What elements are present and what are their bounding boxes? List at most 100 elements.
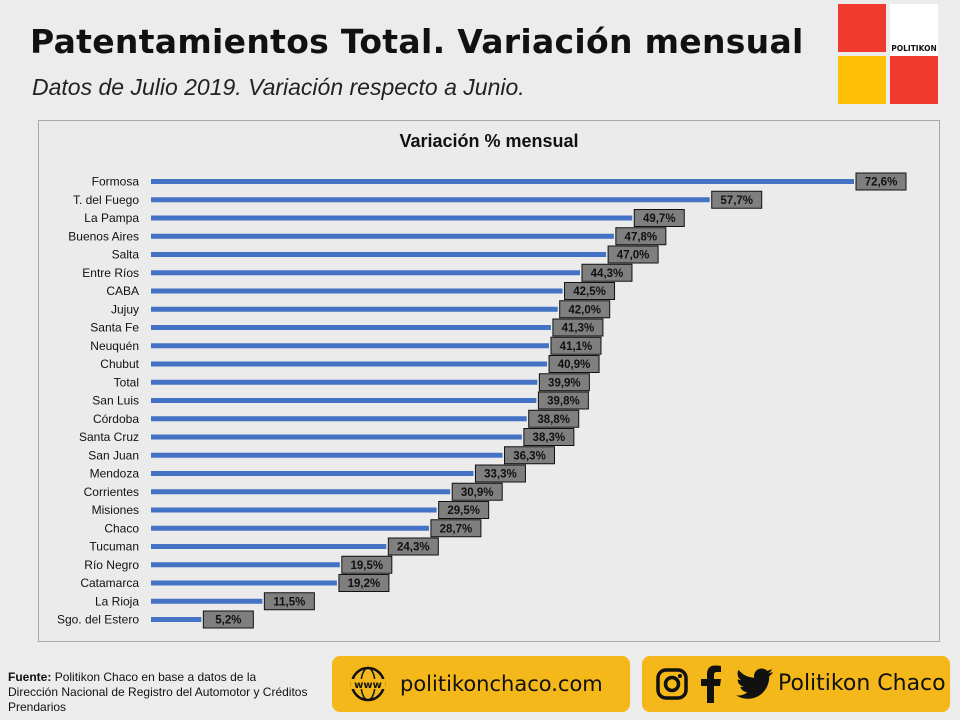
data-label-box: [537, 391, 589, 410]
category-label: Tucuman: [89, 540, 139, 554]
bar-chart: Formosa 72,6% T. del Fuego 57,7% La Pampa 49,…: [57, 172, 907, 629]
category-label: Río Negro: [84, 558, 139, 572]
data-label: 19,5%: [351, 560, 384, 572]
bar: [151, 233, 614, 239]
data-label-box: [430, 519, 482, 538]
social-banner[interactable]: Politikon Chaco: [642, 656, 950, 712]
category-label: Santa Cruz: [79, 430, 139, 444]
data-label-box: [564, 282, 616, 300]
data-label: 38,3%: [533, 432, 566, 444]
category-label: T. del Fuego: [73, 193, 139, 207]
logo-square-red-2: [890, 56, 938, 104]
category-label: Córdoba: [93, 412, 139, 426]
data-label: 29,5%: [447, 505, 480, 517]
data-label: 11,5%: [273, 596, 305, 608]
data-label-box: [528, 409, 580, 428]
category-label: Corrientes: [84, 485, 139, 499]
data-label-box: [438, 501, 490, 519]
data-label-box: [711, 190, 763, 209]
bar: [151, 544, 387, 549]
instagram-icon[interactable]: [656, 668, 688, 700]
data-label: 39,9%: [548, 377, 581, 389]
bar: [151, 471, 474, 476]
data-label-box: [263, 592, 315, 611]
category-label: Chubut: [100, 357, 139, 371]
bar: [151, 398, 537, 403]
category-label: Santa Fe: [90, 321, 139, 335]
bar: [151, 617, 202, 622]
facebook-icon[interactable]: [700, 665, 722, 703]
social-handle[interactable]: Politikon Chaco: [778, 671, 946, 696]
data-label: 72,6%: [865, 177, 898, 189]
data-label: 44,3%: [591, 268, 624, 280]
category-label: La Pampa: [84, 211, 139, 225]
data-label-box: [550, 336, 602, 355]
data-label-box: [451, 482, 503, 501]
source-label: Fuente:: [8, 670, 52, 684]
bar: [151, 325, 551, 330]
page-subtitle: Datos de Julio 2019. Variación respecto …: [32, 74, 525, 100]
bar: [151, 507, 437, 513]
svg-text:www: www: [354, 680, 382, 691]
category-label: Misiones: [92, 503, 139, 517]
data-label-box: [202, 610, 254, 629]
data-label-box: [504, 446, 555, 465]
bar: [151, 598, 263, 604]
bar: [151, 452, 503, 458]
data-label: 24,3%: [397, 542, 430, 554]
category-label: Buenos Aires: [68, 229, 139, 243]
data-label: 41,1%: [560, 341, 593, 353]
data-label: 42,5%: [573, 286, 606, 298]
data-label: 42,0%: [568, 304, 601, 316]
data-label-box: [855, 172, 907, 191]
bar: [151, 179, 854, 184]
bar: [151, 197, 710, 203]
data-label: 47,8%: [625, 231, 658, 243]
bar: [151, 343, 549, 349]
data-label: 39,8%: [547, 396, 580, 408]
data-label: 38,8%: [537, 414, 570, 426]
data-label-box: [341, 555, 393, 574]
source-note: Fuente: Politikon Chaco en base a datos …: [8, 670, 308, 715]
category-label: Formosa: [92, 175, 140, 189]
data-label: 36,3%: [513, 450, 546, 462]
category-label: Neuquén: [90, 339, 139, 353]
data-label: 57,7%: [720, 195, 753, 207]
data-label-box: [581, 263, 633, 282]
chart-title: Variación % mensual: [399, 131, 579, 151]
data-label-box: [615, 227, 667, 246]
bar: [151, 306, 558, 312]
bar: [151, 288, 563, 294]
data-label-box: [338, 574, 390, 592]
website-banner[interactable]: www politikonchaco.com: [332, 656, 630, 712]
data-label: 5,2%: [215, 615, 241, 627]
twitter-icon[interactable]: [736, 668, 774, 700]
bar: [151, 525, 429, 531]
bar: [151, 361, 548, 367]
www-globe-icon: www: [350, 666, 386, 702]
website-link[interactable]: politikonchaco.com: [400, 672, 603, 696]
data-label: 28,7%: [440, 523, 473, 535]
data-label: 49,7%: [643, 213, 676, 225]
bar: [151, 270, 580, 276]
chart-panel: Variación % mensual Formosa 72,6% T. del F…: [38, 120, 940, 642]
category-label: San Juan: [88, 448, 139, 462]
data-label-box: [559, 300, 611, 319]
category-label: Sgo. del Estero: [57, 613, 139, 627]
data-label-box: [538, 373, 590, 392]
category-label: Mendoza: [90, 467, 140, 481]
logo-square-yellow: [838, 56, 886, 104]
bar: [151, 489, 451, 495]
data-label: 19,2%: [348, 578, 381, 590]
category-label: San Luis: [92, 394, 139, 408]
category-label: Entre Ríos: [82, 266, 139, 280]
bar: [151, 434, 522, 440]
page-title: Patentamientos Total. Variación mensual: [30, 22, 804, 61]
data-label: 47,0%: [617, 250, 650, 262]
category-label: CABA: [106, 284, 139, 298]
logo-square-red: [838, 4, 886, 52]
category-label: Catamarca: [80, 576, 139, 590]
data-label-box: [387, 537, 439, 556]
data-label-box: [523, 428, 575, 446]
bar: [151, 252, 607, 257]
